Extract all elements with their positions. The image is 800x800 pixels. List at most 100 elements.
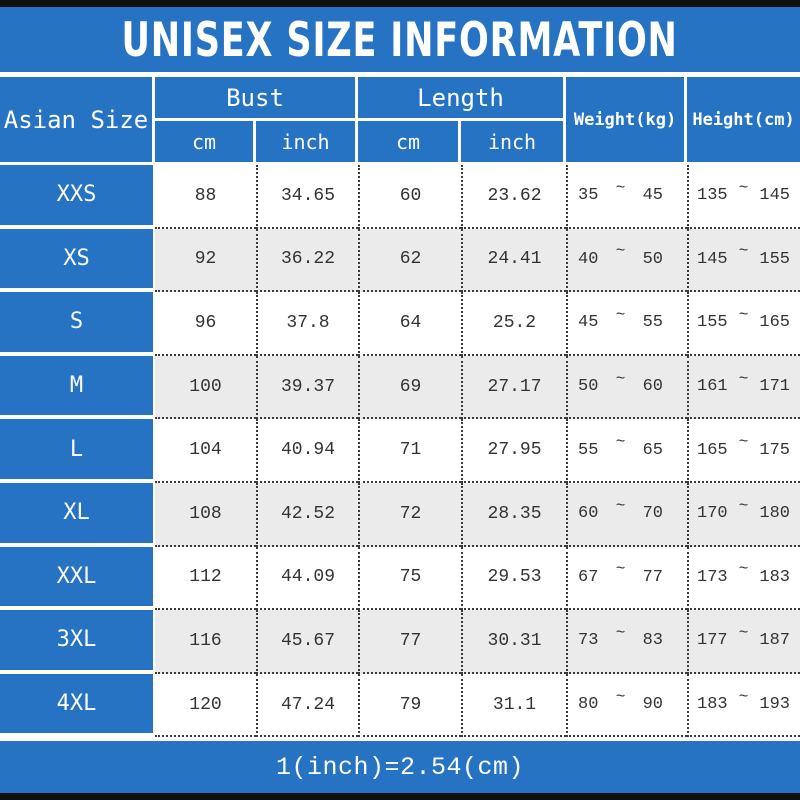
height-range-cell: 135 ~145 [687,165,800,229]
col-header-bust-inch: inch [256,121,359,165]
tilde-symbol: ~ [615,305,626,324]
length-inch-cell: 25.2 [461,292,567,356]
weight-range-cell: 67 ~77 [566,546,688,611]
weight-range-cell: 45 ~55 [566,292,688,356]
title-divider [0,72,800,77]
weight-max: 90 [642,695,664,715]
table-row-4xl: 4XL 120 47.24 79 31.1 80 ~90 183 ~193 [0,673,800,738]
length-inch-cell: 28.35 [461,482,567,547]
table-row-xs: XS 92 36.22 62 24.41 40 ~50 145 ~155 [0,228,800,293]
table-row-xxl: XXL 112 44.09 75 29.53 67 ~77 173 ~183 [0,546,800,611]
height-min: 183 [697,695,728,715]
size-label: L [0,419,155,483]
tilde-symbol: ~ [615,369,626,388]
weight-range-cell: 80 ~90 [566,673,688,738]
title-band: UNISEX SIZE INFORMATION [0,7,800,72]
bust-cm-cell: 92 [155,228,256,293]
height-min: 170 [697,504,728,524]
height-min: 177 [697,631,728,651]
height-max: 180 [759,504,791,524]
height-max: 155 [759,249,791,269]
bust-cm-cell: 88 [155,165,256,229]
top-black-bar [0,0,800,7]
col-header-bust: Bust [155,77,359,121]
col-header-asian-size: Asian Size [0,77,155,165]
weight-max: 83 [642,631,664,651]
weight-range-cell: 60 ~70 [566,482,688,547]
bust-inch-cell: 36.22 [256,228,359,293]
height-min: 155 [697,313,728,333]
bust-inch-cell: 34.65 [256,165,359,229]
tilde-symbol: ~ [738,433,749,452]
length-cm-cell: 60 [358,165,462,229]
height-min: 135 [697,186,728,206]
bust-cm-cell: 108 [155,482,256,547]
height-min: 173 [697,567,728,587]
size-label: S [0,292,155,356]
footer-band: 1(inch)=2.54(cm) [0,741,800,794]
height-min: 161 [697,377,728,397]
tilde-symbol: ~ [615,623,626,642]
size-label: XS [0,228,155,293]
height-max: 175 [759,440,791,460]
tilde-symbol: ~ [615,242,626,261]
height-range-cell: 183 ~193 [687,673,800,738]
bust-inch-cell: 44.09 [256,546,359,611]
col-header-length-inch: inch [461,121,567,165]
footer-divider [0,737,800,742]
header-row-groups: Asian Size Bust Length Weight(kg) Height… [0,77,800,165]
weight-min: 67 [578,567,599,587]
bust-cm-cell: 120 [155,673,256,738]
weight-max: 77 [642,567,664,587]
length-cm-cell: 72 [358,482,462,547]
header-row-units: cm inch cm inch [0,121,800,165]
tilde-symbol: ~ [738,560,749,579]
col-header-weight: Weight(kg) [566,77,688,165]
size-label: 3XL [0,610,155,674]
tilde-symbol: ~ [615,687,626,706]
size-label: 4XL [0,673,155,738]
length-cm-cell: 75 [358,546,462,611]
tilde-symbol: ~ [738,687,749,706]
tilde-symbol: ~ [615,433,626,452]
table-row-xxs: XXS 88 34.65 60 23.62 35 ~45 135 ~145 [0,165,800,229]
height-range-cell: 170 ~180 [687,482,800,547]
weight-min: 45 [578,313,599,333]
weight-range-cell: 73 ~83 [566,610,688,674]
height-max: 183 [759,567,791,587]
bust-inch-cell: 45.67 [256,610,359,674]
bust-cm-cell: 96 [155,292,256,356]
conversion-note: 1(inch)=2.54(cm) [275,752,525,782]
length-cm-cell: 79 [358,673,462,738]
col-header-height: Height(cm) [687,77,800,165]
tilde-symbol: ~ [615,178,626,197]
tilde-symbol: ~ [738,496,749,515]
tilde-symbol: ~ [738,369,749,388]
weight-max: 45 [642,186,664,206]
weight-min: 73 [578,631,599,651]
tilde-symbol: ~ [738,305,749,324]
length-cm-cell: 69 [358,355,462,420]
height-max: 145 [759,186,791,206]
weight-max: 65 [642,440,664,460]
table-row-xl: XL 108 42.52 72 28.35 60 ~70 170 ~180 [0,482,800,547]
col-header-length-cm: cm [358,121,462,165]
table-row-s: S 96 37.8 64 25.2 45 ~55 155 ~165 [0,292,800,356]
weight-min: 80 [578,695,599,715]
height-range-cell: 155 ~165 [687,292,800,356]
weight-range-cell: 35 ~45 [566,165,688,229]
bust-cm-cell: 116 [155,610,256,674]
height-max: 165 [759,313,791,333]
bottom-black-bar [0,793,800,800]
table-row-3xl: 3XL 116 45.67 77 30.31 73 ~83 177 ~187 [0,610,800,674]
length-inch-cell: 30.31 [461,610,567,674]
height-max: 187 [759,631,791,651]
length-cm-cell: 62 [358,228,462,293]
bust-cm-cell: 100 [155,355,256,420]
weight-min: 55 [578,440,599,460]
weight-min: 35 [578,186,599,206]
bust-inch-cell: 39.37 [256,355,359,420]
height-min: 165 [697,440,728,460]
weight-range-cell: 50 ~60 [566,355,688,420]
bust-inch-cell: 40.94 [256,419,359,483]
